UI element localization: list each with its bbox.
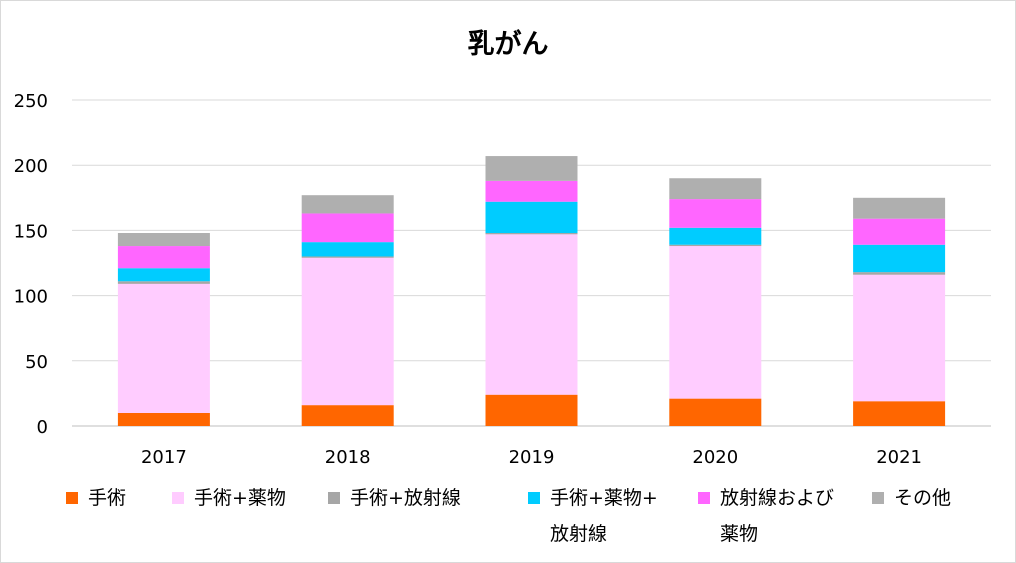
legend-label: 手術+薬物	[194, 487, 286, 509]
bar-segment-6-2017	[117, 233, 210, 247]
bar-segment-2-2018	[301, 257, 394, 406]
bar-segment-5-2020	[669, 199, 762, 228]
y-tick-label: 150	[14, 221, 48, 242]
legend-swatch	[528, 492, 540, 504]
bar-segment-1-2018	[301, 405, 394, 426]
legend-label: 手術	[88, 487, 127, 509]
chart-title: 乳がん	[467, 29, 549, 60]
bar-segment-2-2017	[117, 283, 210, 413]
bar-segment-3-2020	[669, 244, 762, 247]
bar-segment-6-2020	[669, 178, 762, 200]
x-tick-label: 2018	[325, 447, 371, 468]
bar-segment-5-2018	[301, 213, 394, 243]
bar-segment-2-2020	[669, 246, 762, 399]
legend-swatch	[698, 492, 710, 504]
bar-segment-5-2021	[853, 218, 946, 245]
y-tick-label: 100	[14, 287, 48, 308]
bar-segment-2-2021	[853, 274, 946, 402]
legend: 手術 手術+薬物 手術+放射線 手術+薬物+ 放射線 放射線および 薬物 その他	[66, 480, 1006, 555]
bar-segment-5-2017	[117, 246, 210, 269]
y-axis-ticks: 0 50 100 150 200 250	[14, 91, 48, 438]
legend-label: 放射線および 薬物	[720, 487, 835, 545]
x-tick-label: 2017	[141, 447, 187, 468]
legend-label: 手術+薬物+ 放射線	[550, 487, 658, 545]
x-axis-ticks: 2017 2018 2019 2020 2021	[141, 447, 922, 468]
bar-segment-4-2017	[117, 268, 210, 282]
bar-segment-3-2017	[117, 281, 210, 284]
bar-segment-1-2020	[669, 398, 762, 426]
bar-segment-3-2021	[853, 272, 946, 275]
bar-segment-4-2021	[853, 244, 946, 273]
y-tick-label: 200	[14, 156, 48, 177]
bar-segment-3-2019	[485, 233, 578, 235]
x-tick-label: 2020	[692, 447, 738, 468]
x-tick-label: 2019	[509, 447, 555, 468]
legend-item: 放射線および 薬物	[698, 480, 834, 552]
y-tick-label: 50	[25, 352, 48, 373]
legend-item: 手術+薬物+ 放射線	[528, 480, 658, 552]
bar-segment-1-2021	[853, 401, 946, 426]
legend-item: 手術+薬物	[172, 480, 286, 516]
bar-segment-1-2019	[485, 394, 578, 426]
bar-segment-1-2017	[117, 412, 210, 426]
legend-swatch	[172, 492, 184, 504]
bar-segment-5-2019	[485, 180, 578, 202]
bar-segment-4-2018	[301, 242, 394, 257]
bar-segment-6-2018	[301, 195, 394, 214]
legend-item: 手術	[66, 480, 126, 516]
bar-segment-6-2019	[485, 156, 578, 181]
bar-segment-4-2019	[485, 201, 578, 234]
bar-segment-3-2018	[301, 256, 394, 258]
legend-swatch	[872, 492, 884, 504]
y-tick-label: 0	[37, 417, 48, 438]
bar-segment-2-2019	[485, 234, 578, 395]
bar-segment-6-2021	[853, 197, 946, 219]
legend-label: その他	[894, 487, 952, 509]
y-tick-label: 250	[14, 91, 48, 112]
legend-label: 手術+放射線	[350, 487, 461, 509]
legend-swatch	[328, 492, 340, 504]
legend-item: その他	[872, 480, 951, 516]
x-tick-label: 2021	[876, 447, 922, 468]
bars	[117, 156, 946, 426]
bar-segment-4-2020	[669, 227, 762, 245]
legend-item: 手術+放射線	[328, 480, 461, 516]
legend-swatch	[66, 492, 78, 504]
